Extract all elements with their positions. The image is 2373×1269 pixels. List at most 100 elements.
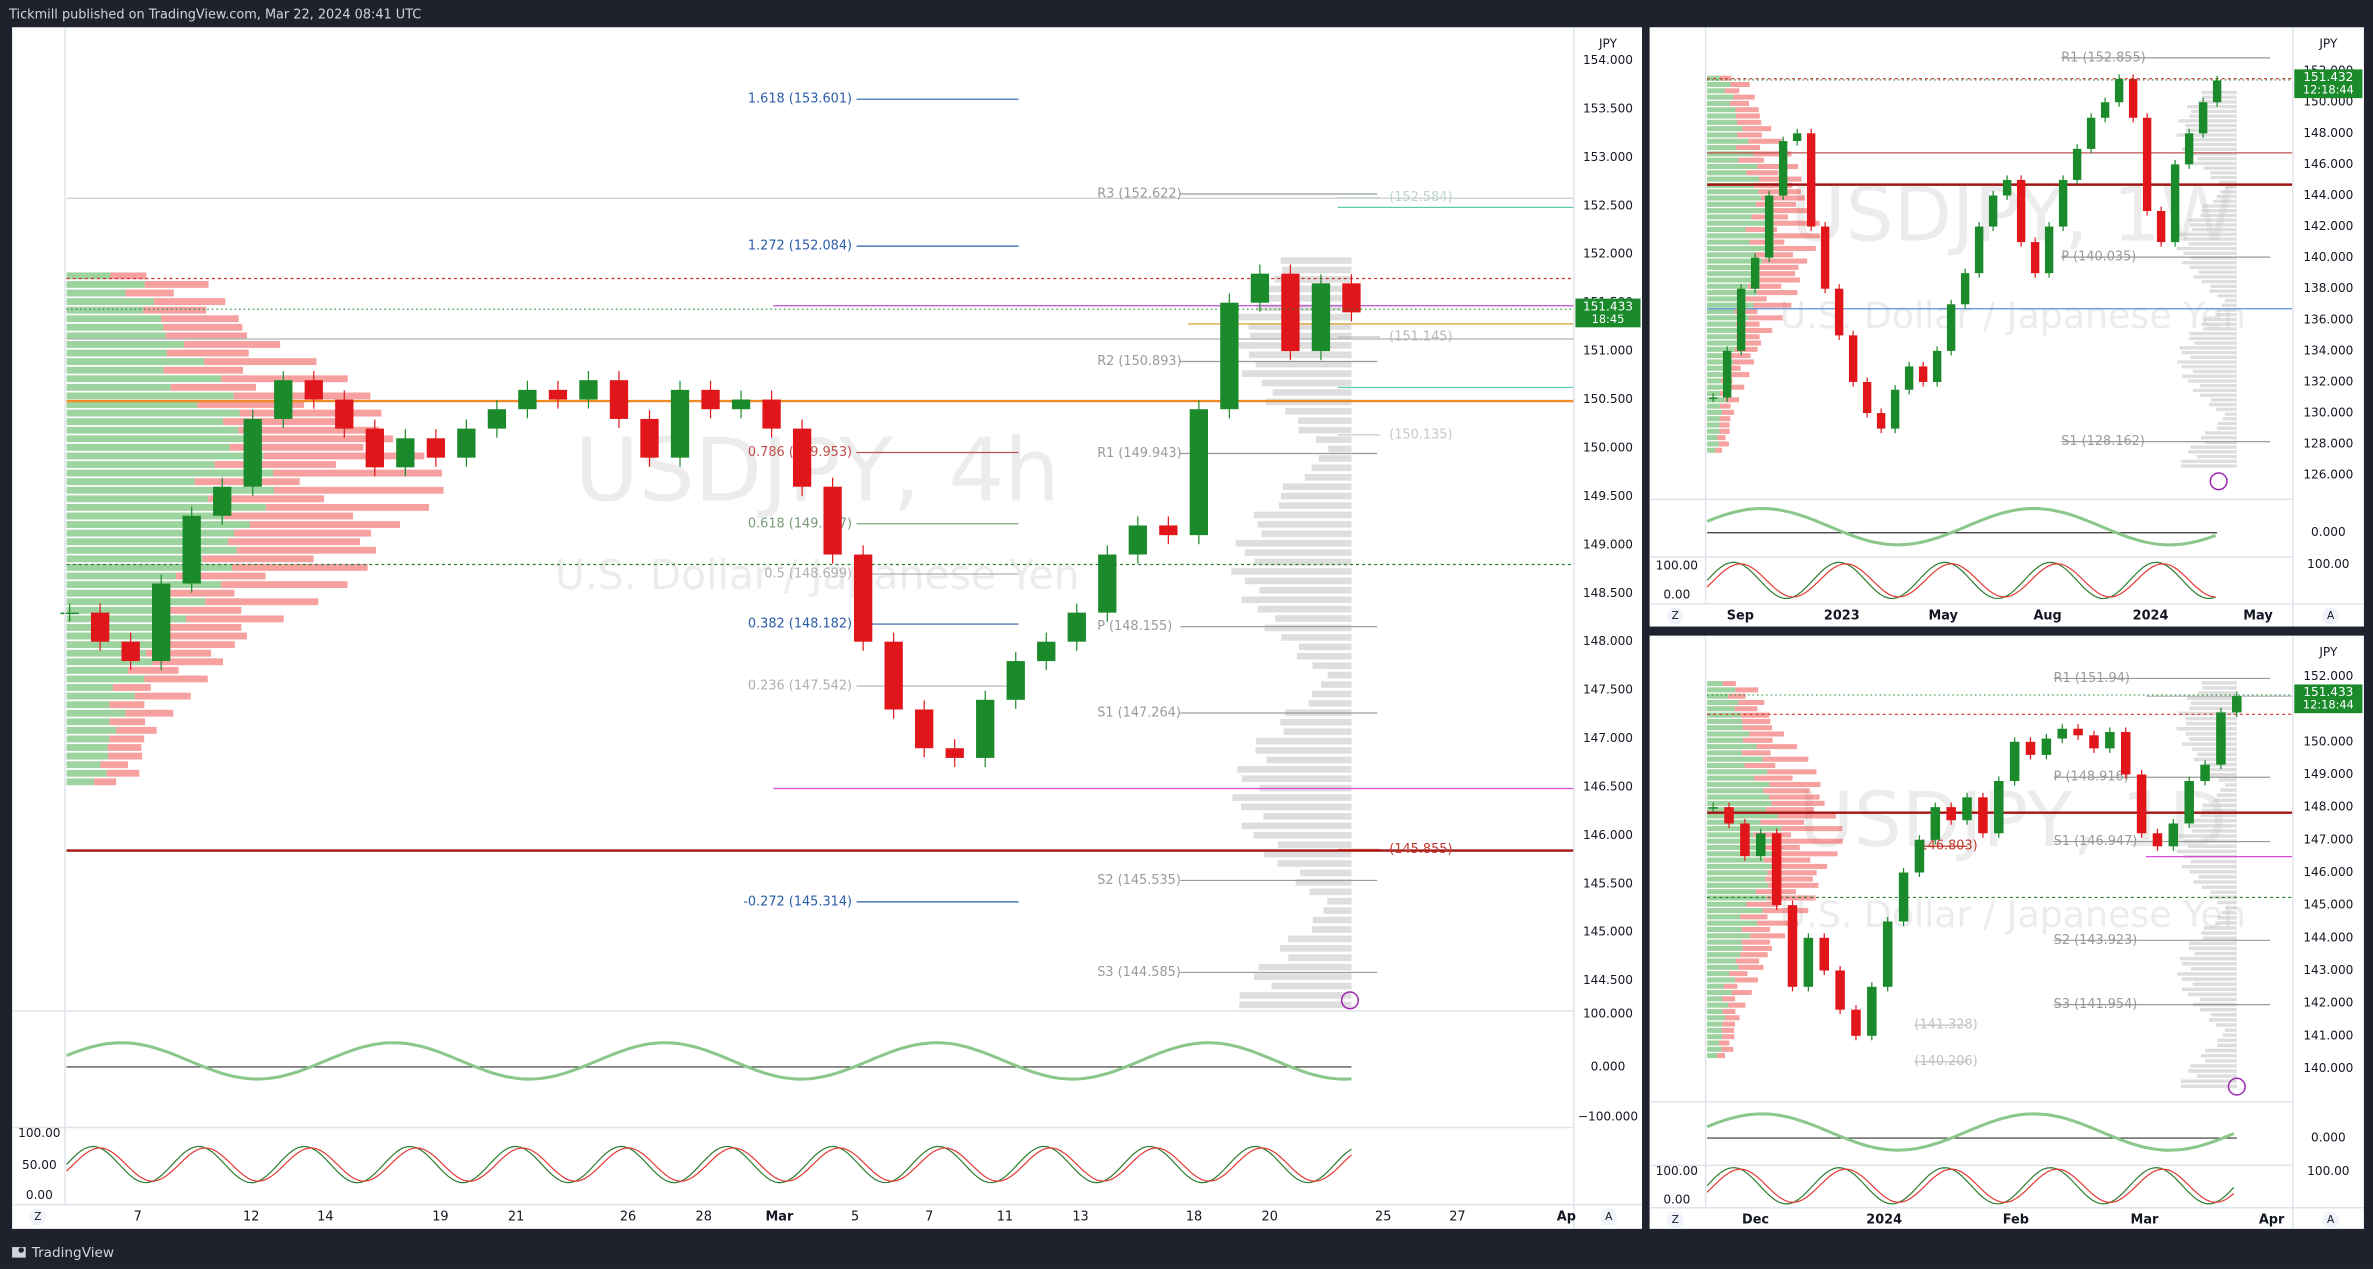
osc-line: [66, 1041, 1352, 1081]
candle-body: [2073, 728, 2083, 736]
candle-body: [1006, 661, 1025, 700]
candle-body: [1281, 273, 1300, 352]
volume-profile-bar: [66, 358, 205, 366]
session-profile-bar: [1295, 879, 1352, 886]
candle-body: [2072, 148, 2082, 180]
volume-profile-bar: [1707, 145, 1737, 151]
session-profile-bar: [1315, 436, 1352, 443]
volume-profile-bar: [1707, 1046, 1722, 1052]
volume-profile-bar: [1707, 258, 1763, 264]
session-profile-bar: [2224, 298, 2237, 303]
candle-body: [487, 409, 507, 429]
volume-profile-bar: [1707, 706, 1735, 712]
time-tick-label: 5: [851, 1209, 859, 1224]
session-profile-bar: [2191, 227, 2237, 232]
candle-body: [1806, 133, 1816, 227]
session-profile-bar: [2188, 336, 2237, 341]
level-label: R3 (152.622): [1097, 187, 1181, 202]
session-profile-bar: [2194, 951, 2237, 956]
volume-profile-bar: [1707, 737, 1744, 743]
session-profile-bar: [2199, 1007, 2237, 1012]
volume-profile-bar: [66, 752, 109, 760]
volume-profile-bar: [1707, 807, 1766, 813]
session-profile-bar: [1248, 323, 1352, 330]
session-profile-bar: [1299, 643, 1352, 651]
scale-button-label: A: [2327, 1214, 2335, 1226]
candle-body: [2057, 728, 2068, 739]
session-profile-bar: [2187, 818, 2237, 823]
candle-body: [2100, 102, 2110, 118]
volume-profile-bar: [153, 298, 226, 306]
candle-body: [1882, 921, 1893, 987]
tradingview-logo: [12, 1247, 26, 1258]
session-profile-bar: [2176, 849, 2237, 854]
currency: JPY: [2318, 645, 2338, 659]
volume-profile-bar: [1707, 876, 1766, 882]
scale-button[interactable]: [2322, 607, 2339, 625]
volume-profile-bar: [162, 624, 242, 631]
volume-profile-bar: [1750, 933, 1786, 939]
volume-profile-bar: [1749, 731, 1784, 737]
volume-profile-bar: [66, 778, 94, 786]
scale-button[interactable]: [2322, 1211, 2339, 1229]
last-price: 151.432: [2303, 70, 2353, 84]
candle-body: [396, 438, 415, 468]
scale-button[interactable]: [1667, 1211, 1684, 1229]
volume-profile-bar: [66, 461, 215, 468]
candle-body: [1128, 525, 1147, 555]
volume-profile-bar: [1707, 176, 1760, 182]
price-tick-label: 138.000: [2303, 281, 2353, 295]
session-profile-bar: [2185, 716, 2237, 721]
volume-profile-bar: [1707, 290, 1757, 296]
volume-profile-bar: [1756, 290, 1798, 296]
volume-profile-bar: [66, 735, 110, 743]
candle-body: [1220, 302, 1239, 410]
session-profile-bar: [1239, 992, 1352, 999]
volume-profile-bar: [1707, 441, 1720, 447]
candle-body: [2170, 164, 2180, 243]
session-profile-bar: [2188, 1069, 2237, 1073]
price-tick-label: 152.500: [1583, 198, 1633, 212]
level-label: (150.135): [1389, 427, 1452, 442]
volume-profile-bar: [1707, 214, 1752, 220]
last-price: 151.433: [1583, 299, 1633, 313]
volume-profile-bar: [66, 512, 225, 520]
scale-button[interactable]: [29, 1208, 47, 1226]
session-profile-bar: [2217, 915, 2237, 920]
footer-brand: TradingView: [31, 1245, 114, 1261]
scale-button[interactable]: [1667, 607, 1684, 625]
volume-profile-bar: [1707, 315, 1749, 321]
candle-body: [60, 612, 79, 615]
candle-body: [1890, 389, 1900, 429]
session-profile-bar: [2194, 341, 2237, 345]
session-profile-bar: [2197, 157, 2237, 161]
volume-profile-bar: [1727, 384, 1745, 390]
session-profile-bar: [1298, 426, 1352, 434]
session-profile-bar: [1272, 389, 1352, 396]
volume-profile-bar: [1730, 372, 1750, 378]
panel-background: [12, 27, 1643, 1229]
volume-profile-bar: [1707, 151, 1754, 157]
scale-button[interactable]: [1600, 1208, 1618, 1226]
candle-body: [274, 380, 293, 419]
stoch-tick-label: 100.00: [1656, 559, 1698, 573]
candle-body: [853, 554, 873, 642]
volume-profile-bar: [1730, 100, 1749, 106]
scale-button-label: Z: [1672, 610, 1679, 622]
volume-profile-bar: [165, 332, 247, 340]
volume-profile-bar: [66, 409, 240, 417]
session-profile-bar: [2188, 941, 2237, 946]
alert-icon: [2227, 1077, 2246, 1096]
session-profile-bar: [2222, 417, 2237, 421]
candle-body: [1848, 335, 1858, 382]
volume-profile-bar: [66, 615, 186, 623]
session-profile-bar: [2220, 788, 2237, 792]
volume-profile-bar: [1721, 409, 1735, 415]
candle-body: [426, 438, 446, 458]
session-profile-bar: [2210, 772, 2237, 777]
volume-profile-bar: [66, 495, 209, 503]
volume-profile-bar: [1730, 353, 1751, 359]
session-profile-bar: [2190, 355, 2237, 359]
volume-profile-bar: [66, 624, 163, 631]
